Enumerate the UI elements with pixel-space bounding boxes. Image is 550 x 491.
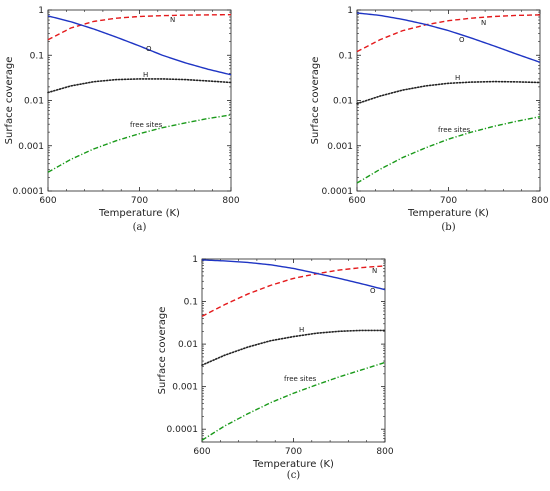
panel-caption: (c) <box>287 470 301 481</box>
series-label-o: O <box>370 287 376 295</box>
x-tick-label: 600 <box>348 196 365 206</box>
plot-frame <box>201 258 386 443</box>
series-line-free-sites <box>201 361 386 441</box>
y-tick-label: 0.001 <box>327 142 353 152</box>
x-tick-label: 600 <box>39 196 56 206</box>
series-line-n <box>201 265 386 317</box>
chart-panel-3: 1 0.1 0.01 0.001 0.0001 600 700 800 Temperature … <box>157 255 394 481</box>
y-tick-label: 0.01 <box>178 340 198 350</box>
y-tick-label: 1 <box>38 6 44 16</box>
series-label-n: N <box>170 16 175 24</box>
series-label-n: N <box>372 267 377 275</box>
x-tick-label: 700 <box>440 196 457 206</box>
y-tick-label: 0.01 <box>333 97 353 107</box>
x-axis-label: Temperature (K) <box>98 208 180 219</box>
series-line-h <box>201 329 386 366</box>
panel-caption: (b) <box>441 222 455 233</box>
y-tick-label: 0.1 <box>184 298 198 308</box>
series-label-free-sites: free sites <box>284 375 317 383</box>
panel-caption: (a) <box>133 222 147 233</box>
y-tick-label: 1 <box>192 255 198 265</box>
series-line-n <box>356 14 541 53</box>
y-tick-label: 0.0001 <box>167 425 199 435</box>
x-tick-label: 800 <box>531 196 548 206</box>
series-line-h <box>356 80 541 105</box>
series-line-n <box>47 13 232 41</box>
x-tick-label: 800 <box>222 196 239 206</box>
y-axis-label: Surface coverage <box>4 57 15 145</box>
series-line-free-sites <box>47 114 232 173</box>
x-tick-label: 700 <box>131 196 148 206</box>
x-tick-label: 600 <box>193 447 210 457</box>
plot-frame <box>47 9 232 192</box>
y-tick-label: 0.1 <box>339 51 353 61</box>
y-tick-label: 0.001 <box>172 383 198 393</box>
series-label-h: H <box>143 71 148 79</box>
series-label-n: N <box>481 19 486 27</box>
series-label-h: H <box>299 326 304 334</box>
series-label-free-sites: free sites <box>438 126 471 134</box>
series-line-free-sites <box>356 115 541 184</box>
x-tick-label: 800 <box>376 447 393 457</box>
x-axis-label: Temperature (K) <box>252 459 334 470</box>
x-axis-label: Temperature (K) <box>407 208 489 219</box>
y-tick-label: 0.0001 <box>322 187 354 197</box>
series-line-h <box>47 78 232 94</box>
series-line-o <box>201 259 386 291</box>
y-axis-label: Surface coverage <box>157 307 168 395</box>
series-label-free-sites: free sites <box>130 121 163 129</box>
series-label-o: O <box>146 45 152 53</box>
y-tick-label: 1 <box>347 6 353 16</box>
x-tick-label: 700 <box>285 447 302 457</box>
series-line-o <box>47 15 232 76</box>
series-line-o <box>356 12 541 63</box>
y-tick-label: 0.1 <box>30 51 44 61</box>
y-axis-label: Surface coverage <box>310 57 321 145</box>
y-tick-label: 0.01 <box>24 97 44 107</box>
plot-frame <box>356 9 541 192</box>
series-label-h: H <box>455 74 460 82</box>
series-label-o: O <box>459 36 465 44</box>
y-tick-label: 0.0001 <box>13 187 45 197</box>
y-tick-label: 0.001 <box>18 142 44 152</box>
